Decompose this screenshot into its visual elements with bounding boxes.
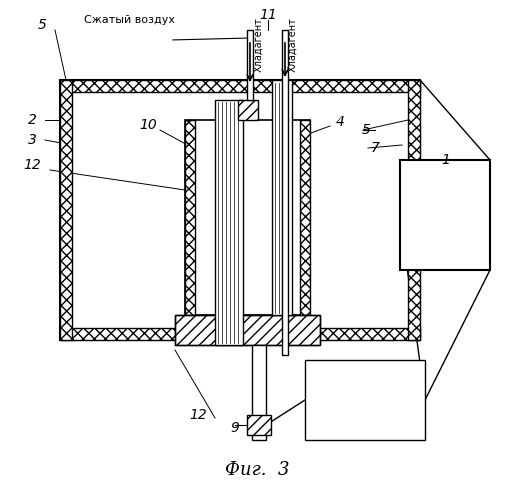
Bar: [60, 80, 420, 92]
Text: 11: 11: [259, 8, 277, 22]
Text: 12: 12: [189, 408, 207, 422]
Bar: [185, 120, 195, 315]
Bar: [272, 80, 292, 315]
Text: 3: 3: [28, 133, 36, 147]
Bar: [305, 360, 425, 440]
Text: 9: 9: [231, 421, 240, 435]
Bar: [247, 30, 253, 100]
Bar: [185, 120, 310, 315]
Text: 4: 4: [336, 115, 344, 129]
Text: 12: 12: [23, 158, 41, 172]
Text: 2: 2: [28, 113, 36, 127]
Text: Фиг.  3: Фиг. 3: [225, 461, 289, 479]
Bar: [60, 80, 72, 340]
Bar: [408, 80, 420, 340]
Bar: [247, 415, 271, 435]
Bar: [282, 30, 288, 355]
Bar: [215, 100, 243, 345]
Bar: [252, 345, 266, 440]
Text: Сжатый воздух: Сжатый воздух: [84, 15, 175, 25]
Bar: [60, 80, 420, 340]
Text: Хладагент: Хладагент: [287, 18, 297, 72]
Bar: [175, 315, 320, 345]
Text: 5: 5: [361, 123, 371, 137]
Text: 10: 10: [139, 118, 157, 132]
Bar: [238, 100, 258, 120]
Text: 5: 5: [38, 18, 46, 32]
Text: Хладагент: Хладагент: [253, 18, 263, 72]
Bar: [175, 315, 320, 345]
Text: 7: 7: [371, 141, 379, 155]
Bar: [60, 328, 420, 340]
Bar: [400, 160, 490, 270]
Bar: [300, 120, 310, 315]
Text: 1: 1: [442, 153, 450, 167]
